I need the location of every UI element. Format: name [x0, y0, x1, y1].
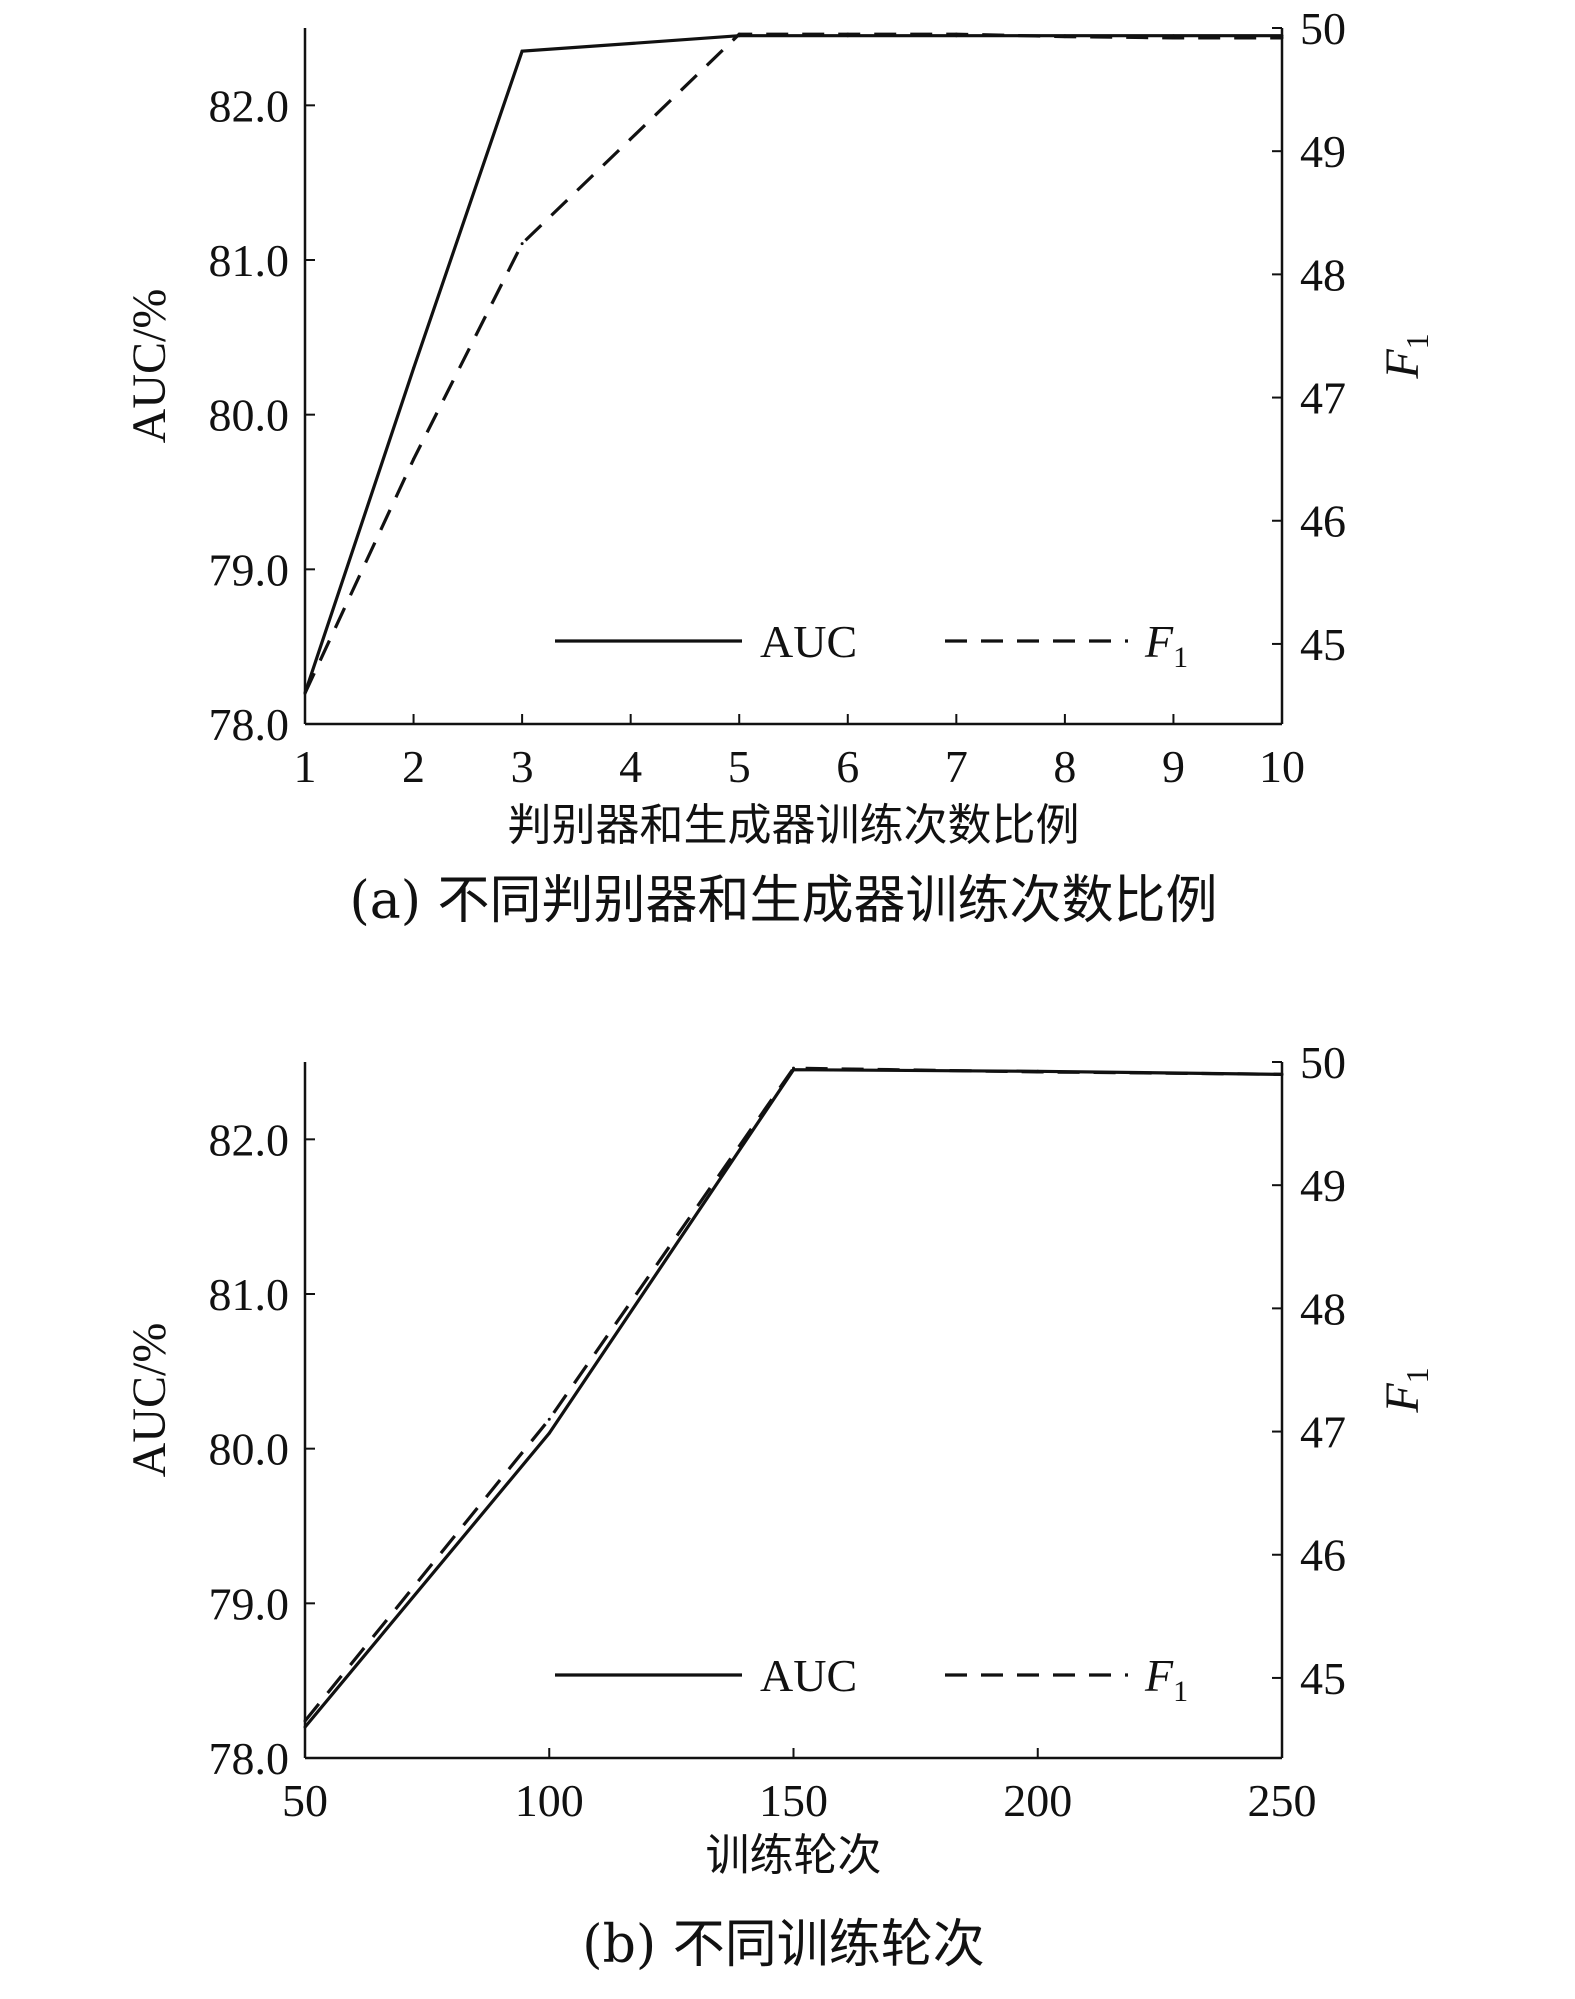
y2-tick-label: 47 [1300, 1407, 1346, 1458]
x-tick-label: 6 [836, 741, 859, 792]
y2-tick-label: 50 [1300, 1037, 1346, 1088]
y-tick-label: 80.0 [209, 390, 290, 441]
panel-caption: (a) 不同判别器和生成器训练次数比例 [349, 871, 1217, 931]
data-point-f1 [1171, 36, 1175, 40]
series-line-f1 [303, 1066, 1283, 1723]
y2-tick-label: 46 [1300, 1530, 1346, 1581]
data-point-auc [629, 41, 633, 45]
legend-label-f1-main: F [1144, 616, 1174, 667]
y-tick-label: 82.0 [209, 80, 290, 131]
x-tick-label: 2 [402, 741, 425, 792]
y2-axis-label: F1 [1376, 1367, 1435, 1413]
data-point-f1 [547, 1417, 551, 1421]
x-tick-label: 1 [294, 741, 317, 792]
data-point-f1 [303, 1719, 307, 1723]
data-point-f1 [520, 242, 524, 246]
y-tick-label: 79.0 [209, 544, 290, 595]
data-point-auc [547, 1431, 551, 1435]
data-point-f1 [737, 32, 741, 36]
y-axis-label: AUC/% [123, 289, 176, 444]
data-point-f1 [629, 137, 633, 141]
panel-caption: (b) 不同训练轮次 [582, 1915, 984, 1975]
y2-tick-label: 45 [1300, 619, 1346, 670]
data-point-auc [520, 49, 524, 53]
y2-axis-label-sub: 1 [1399, 333, 1435, 349]
y2-axis-label-main: F [1376, 349, 1429, 380]
y2-tick-label: 48 [1300, 1283, 1346, 1334]
data-point-f1 [303, 691, 307, 695]
x-tick-label: 3 [511, 741, 534, 792]
chart-panel-b: 50 100 150 200 25078.079.080.081.082.0454647… [123, 1037, 1435, 1975]
legend-label-f1: F1 [1144, 1650, 1188, 1708]
y2-tick-label: 49 [1300, 126, 1346, 177]
data-point-f1 [1280, 36, 1284, 40]
legend-label-f1-sub: 1 [1173, 1675, 1188, 1708]
data-point-f1 [846, 32, 850, 36]
legend-label-f1: F1 [1144, 616, 1188, 674]
legend-label-auc: AUC [760, 1650, 857, 1701]
x-tick-label: 8 [1053, 741, 1076, 792]
x-tick-label: 7 [945, 741, 968, 792]
series-line-auc [303, 1068, 1283, 1729]
y2-tick-label: 46 [1300, 496, 1346, 547]
x-tick-label: 250 [1248, 1775, 1317, 1826]
data-point-f1 [954, 32, 958, 36]
legend-label-f1-main: F [1144, 1650, 1174, 1701]
x-tick-label: 150 [759, 1775, 828, 1826]
x-tick-label: 9 [1162, 741, 1185, 792]
y-tick-label: 82.0 [209, 1114, 290, 1165]
legend-label-f1-sub: 1 [1173, 641, 1188, 674]
y-tick-label: 80.0 [209, 1424, 290, 1475]
data-point-auc [303, 1725, 307, 1729]
y-axis-label: AUC/% [123, 1323, 176, 1478]
data-point-f1 [1036, 1070, 1040, 1074]
x-tick-label: 50 [282, 1775, 328, 1826]
y2-tick-label: 47 [1300, 373, 1346, 424]
y-tick-label: 78.0 [209, 699, 290, 750]
x-tick-label: 5 [728, 741, 751, 792]
x-axis-label: 判别器和生成器训练次数比例 [508, 800, 1080, 851]
y2-tick-label: 48 [1300, 249, 1346, 300]
x-tick-label: 10 [1259, 741, 1305, 792]
data-point-f1 [412, 457, 416, 461]
data-point-auc [412, 366, 416, 370]
data-point-f1 [1280, 1072, 1284, 1076]
y2-tick-label: 45 [1300, 1653, 1346, 1704]
data-point-f1 [1063, 35, 1067, 39]
y2-axis-label-main: F [1376, 1383, 1429, 1414]
series-line-auc [303, 34, 1282, 694]
x-tick-label: 200 [1003, 1775, 1072, 1826]
data-point-f1 [792, 1066, 795, 1070]
chart-panel-a: 1 2 3 4 5 6 7 8 9 1078.079.080.081.082.0454647484… [123, 3, 1435, 931]
y2-tick-label: 50 [1300, 3, 1346, 54]
series-line-f1 [303, 32, 1282, 694]
y2-axis-label: F1 [1376, 333, 1435, 379]
y2-tick-label: 49 [1300, 1160, 1346, 1211]
y-tick-label: 81.0 [209, 1269, 290, 1320]
legend-label-auc: AUC [760, 616, 857, 667]
x-tick-label: 4 [619, 741, 642, 792]
x-axis-label: 训练轮次 [706, 1830, 882, 1881]
y2-axis-label-sub: 1 [1399, 1367, 1435, 1383]
x-tick-label: 100 [515, 1775, 584, 1826]
y-tick-label: 79.0 [209, 1578, 290, 1629]
y-tick-label: 81.0 [209, 235, 290, 286]
y-tick-label: 78.0 [209, 1733, 290, 1784]
